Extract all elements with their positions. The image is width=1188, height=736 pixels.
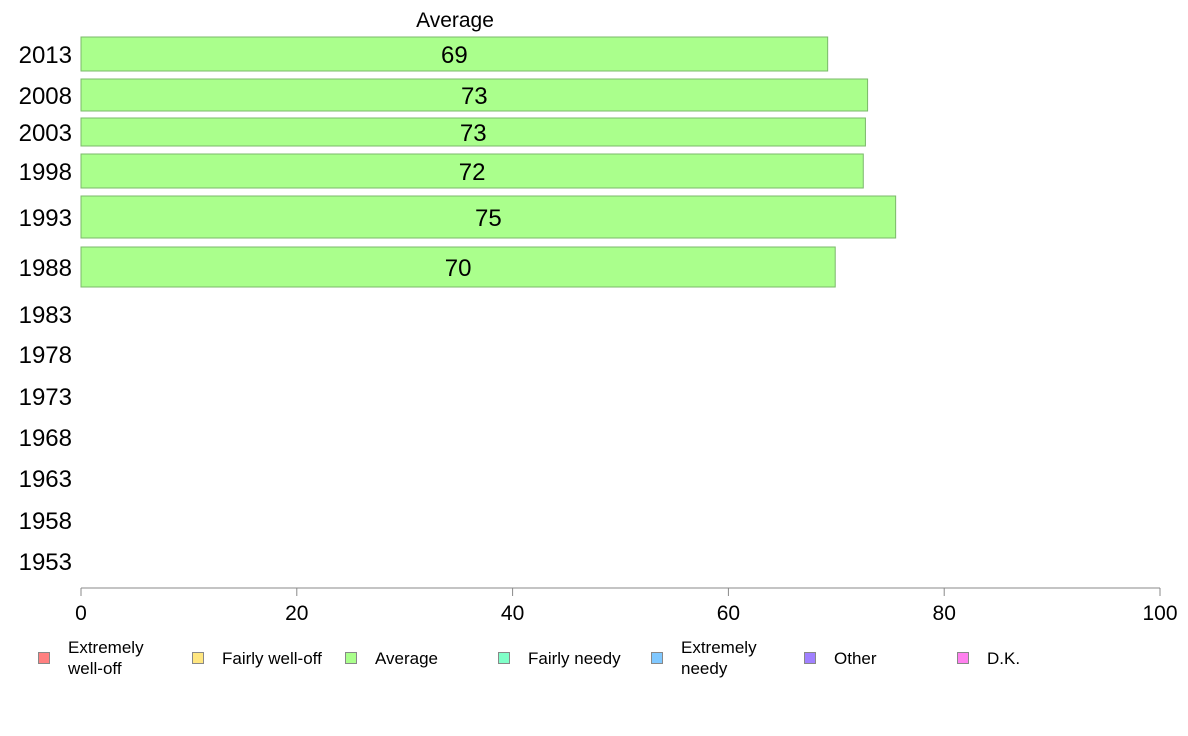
legend-swatch: [38, 652, 50, 664]
legend-label: D.K.: [987, 648, 1021, 668]
year-label: 2013: [19, 42, 72, 69]
legend-label: Fairly needy: [528, 648, 621, 668]
legend-item: Average: [345, 636, 485, 680]
bar: [80, 78, 869, 112]
x-tick-label: 100: [1142, 602, 1177, 625]
bar-value-label: 73: [461, 83, 488, 110]
legend-item: Fairly well-off: [192, 636, 332, 680]
legend-swatch: [651, 652, 663, 664]
year-label: 2003: [19, 120, 72, 147]
series-title: Average: [416, 9, 494, 32]
x-tick-label: 80: [933, 602, 956, 625]
x-axis: 0 20 40 60 80 100: [75, 587, 1178, 625]
bar-value-label: 75: [475, 205, 502, 232]
year-label: 1998: [19, 159, 72, 186]
bar-value-label: 69: [441, 42, 468, 69]
bar: [80, 117, 866, 147]
legend-swatch: [498, 652, 510, 664]
bar: [80, 36, 829, 72]
year-label: 2008: [19, 83, 72, 110]
legend: Extremely well-off Fairly well-off Average…: [0, 636, 1188, 686]
bar-value-label: 72: [459, 159, 486, 186]
year-label: 1978: [19, 342, 72, 369]
legend-label: Other: [834, 648, 877, 668]
year-label: 1993: [19, 205, 72, 232]
x-tick-label: 0: [75, 602, 87, 625]
bar-value-label: 73: [460, 120, 487, 147]
bar: [80, 153, 864, 189]
year-label: 1983: [19, 302, 72, 329]
year-label: 1958: [19, 508, 72, 535]
legend-swatch: [804, 652, 816, 664]
year-label: 1953: [19, 549, 72, 576]
year-label: 1973: [19, 384, 72, 411]
year-label: 1968: [19, 425, 72, 452]
legend-label: Extremely needy: [681, 638, 757, 678]
legend-label: Extremely well-off: [68, 638, 144, 678]
legend-item: D.K.: [957, 636, 1097, 680]
year-labels-group: 2013 2008 2003 1998 1993 1988 1983 1978 1973 1968…: [19, 42, 72, 576]
x-tick-label: 60: [717, 602, 740, 625]
legend-swatch: [345, 652, 357, 664]
legend-swatch: [192, 652, 204, 664]
legend-label: Fairly well-off: [222, 648, 322, 668]
legend-swatch: [957, 652, 969, 664]
legend-item: Extremely needy: [651, 636, 791, 680]
bar-value-label: 70: [445, 255, 472, 282]
legend-label: Average: [375, 648, 439, 668]
year-label: 1988: [19, 255, 72, 282]
bar: [80, 246, 836, 288]
x-tick-label: 20: [285, 602, 308, 625]
legend-item: Extremely well-off: [38, 636, 178, 680]
legend-item: Fairly needy: [498, 636, 638, 680]
x-tick-label: 40: [501, 602, 524, 625]
legend-item: Other: [804, 636, 944, 680]
year-label: 1963: [19, 466, 72, 493]
bar: [80, 195, 897, 239]
